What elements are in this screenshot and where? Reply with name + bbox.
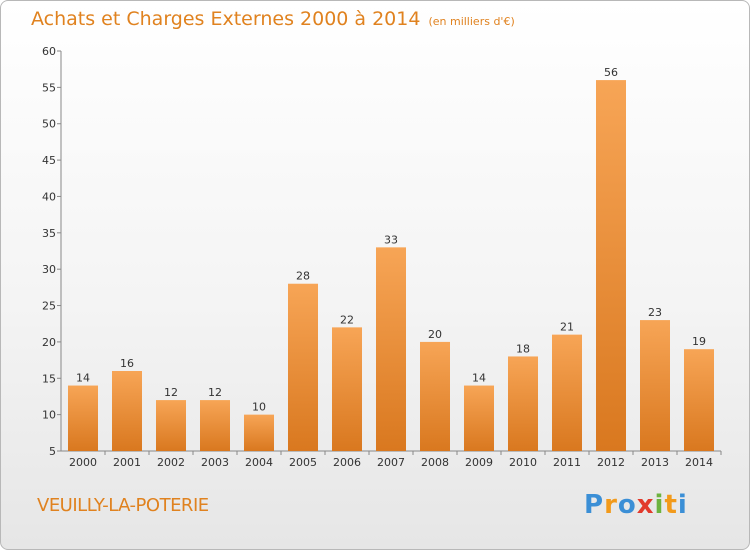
chart-title-unit: (en milliers d'€) [428, 15, 515, 28]
bar [288, 283, 318, 451]
bar-value-label: 18 [516, 342, 530, 355]
bar-value-label: 14 [472, 372, 486, 385]
chart-bars: 14 16 12 12 10 28 22 33 20 14 18 21 56 23 19 [68, 66, 714, 451]
bar [596, 80, 626, 451]
x-tick-label: 2003 [201, 456, 229, 469]
bar [244, 414, 274, 451]
bar [376, 247, 406, 451]
x-tick-label: 2000 [69, 456, 97, 469]
proxiti-logo[interactable]: Proxiti [584, 490, 688, 520]
y-tick-label: 40 [42, 190, 56, 203]
bar [508, 356, 538, 451]
bar-value-label: 12 [208, 386, 222, 399]
bar [684, 349, 714, 451]
y-tick-label: 55 [42, 81, 56, 94]
logo-letter: o [617, 490, 637, 520]
bar-value-label: 21 [560, 321, 574, 334]
bar-value-label: 16 [120, 357, 134, 370]
bar [464, 385, 494, 451]
bar [552, 334, 582, 451]
x-tick-label: 2006 [333, 456, 361, 469]
bar-value-label: 10 [252, 401, 266, 414]
bar [420, 341, 450, 451]
y-tick-label: 25 [42, 300, 56, 313]
x-tick-label: 2011 [553, 456, 581, 469]
bar [156, 400, 186, 451]
chart-title-main: Achats et Charges Externes 2000 à 2014 [31, 8, 421, 30]
bar-value-label: 23 [648, 306, 662, 319]
logo-letter: x [636, 490, 655, 520]
bar-value-label: 14 [76, 372, 90, 385]
bar-value-label: 56 [604, 66, 618, 79]
x-tick-label: 2004 [245, 456, 273, 469]
bar-value-label: 19 [692, 335, 706, 348]
bar-value-label: 22 [340, 313, 354, 326]
y-tick-label: 20 [42, 336, 56, 349]
y-tick-label: 30 [42, 263, 56, 276]
x-tick-label: 2012 [597, 456, 625, 469]
logo-letter: r [604, 490, 618, 520]
y-tick-label: 60 [42, 45, 56, 58]
x-tick-label: 2008 [421, 456, 449, 469]
y-tick-label: 15 [42, 372, 56, 385]
bar [640, 320, 670, 451]
bar [332, 327, 362, 451]
bar-value-label: 20 [428, 328, 442, 341]
logo-letter: i [654, 490, 665, 520]
bar-value-label: 28 [296, 270, 310, 283]
x-tick-label: 2009 [465, 456, 493, 469]
x-tick-label: 2010 [509, 456, 537, 469]
y-tick-label: 35 [42, 227, 56, 240]
x-tick-label: 2002 [157, 456, 185, 469]
y-tick-label: 5 [49, 445, 56, 458]
bar [68, 385, 98, 451]
logo-letter: i [677, 490, 688, 520]
y-tick-label: 10 [42, 409, 56, 422]
commune-name: VEUILLY-LA-POTERIE [37, 495, 209, 516]
logo-letter: t [664, 490, 678, 520]
x-tick-label: 2014 [685, 456, 713, 469]
x-tick-label: 2005 [289, 456, 317, 469]
bar-value-label: 33 [384, 233, 398, 246]
x-tick-label: 2007 [377, 456, 405, 469]
bar-value-label: 12 [164, 386, 178, 399]
chart-title: Achats et Charges Externes 2000 à 2014 (e… [31, 8, 515, 30]
x-tick-label: 2001 [113, 456, 141, 469]
logo-letter: P [584, 490, 605, 520]
x-tick-label: 2013 [641, 456, 669, 469]
y-tick-label: 50 [42, 118, 56, 131]
bar [112, 371, 142, 451]
bar [200, 400, 230, 451]
y-tick-label: 45 [42, 154, 56, 167]
